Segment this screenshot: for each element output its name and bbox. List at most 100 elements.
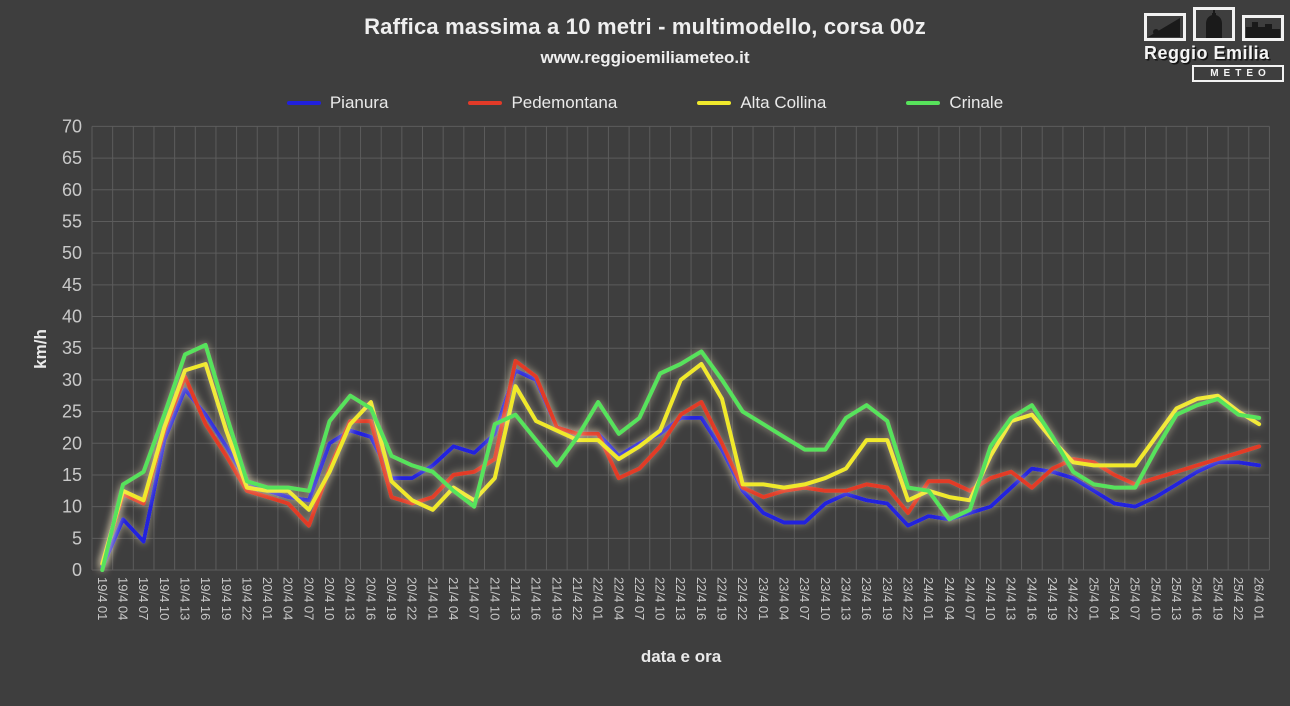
y-tick-label: 5: [72, 528, 82, 548]
x-tick-label: 26/4 01: [1252, 577, 1267, 620]
logo-name: Reggio Emilia: [1144, 43, 1270, 63]
chart-title: Raffica massima a 10 metri - multimodell…: [364, 14, 926, 39]
y-tick-label: 15: [62, 465, 82, 485]
x-tick-label: 20/4 19: [384, 577, 399, 620]
x-tick-label: 23/4 07: [797, 577, 812, 620]
logo-meteo-label: METEO: [1192, 65, 1284, 82]
x-tick-label: 22/4 22: [735, 577, 750, 620]
x-tick-label: 20/4 01: [260, 577, 275, 620]
x-tick-label: 22/4 01: [591, 577, 606, 620]
x-tick-label: 20/4 16: [363, 577, 378, 620]
x-axis-title: data e ora: [641, 647, 722, 666]
series-line-alta-collina: [100, 362, 1262, 566]
x-tick-label: 20/4 07: [301, 577, 316, 620]
x-tick-label: 22/4 07: [632, 577, 647, 620]
x-tick-label: 22/4 13: [673, 577, 688, 620]
x-tick-label: 21/4 04: [446, 577, 461, 620]
x-tick-label: 21/4 16: [529, 577, 544, 620]
x-tick-label: 19/4 13: [177, 577, 192, 620]
chart-subtitle: www.reggioemiliameteo.it: [540, 48, 750, 67]
gridlines: [91, 125, 1270, 571]
legend-swatch: [468, 100, 503, 106]
series-line-pianura: [100, 368, 1262, 569]
castle-icon: [1242, 15, 1284, 41]
y-tick-label: 25: [62, 402, 82, 422]
legend-swatch: [286, 100, 321, 106]
y-axis-tick-labels: 0 5 10 15 20 25 30 35 40 45 50 55 60 65 70: [62, 116, 82, 580]
y-tick-label: 10: [62, 497, 82, 517]
x-tick-label: 22/4 16: [694, 577, 709, 620]
x-tick-label: 19/4 22: [239, 577, 254, 620]
x-tick-label: 22/4 04: [611, 577, 626, 620]
series-lines: [100, 343, 1262, 572]
logo-skyline: [1144, 5, 1284, 41]
x-tick-label: 23/4 04: [777, 577, 792, 620]
x-tick-label: 24/4 07: [962, 577, 977, 620]
x-tick-label: 20/4 04: [281, 577, 296, 620]
y-tick-label: 40: [62, 307, 82, 327]
legend-item-crinale: Crinale: [906, 93, 1003, 113]
y-tick-label: 20: [62, 433, 82, 453]
x-tick-label: 20/4 13: [343, 577, 358, 620]
x-tick-label: 25/4 22: [1231, 577, 1246, 620]
dome-icon: [1193, 7, 1235, 41]
x-tick-label: 25/4 07: [1128, 577, 1143, 620]
x-tick-label: 20/4 10: [322, 577, 337, 620]
y-tick-label: 65: [62, 148, 82, 168]
x-tick-label: 20/4 22: [405, 577, 420, 620]
x-tick-label: 21/4 13: [508, 577, 523, 620]
x-tick-label: 19/4 07: [136, 577, 151, 620]
x-tick-label: 22/4 19: [715, 577, 730, 620]
y-tick-label: 45: [62, 275, 82, 295]
bridge-icon: [1144, 13, 1186, 41]
x-tick-label: 24/4 04: [942, 577, 957, 620]
x-tick-label: 25/4 01: [1086, 577, 1101, 620]
y-tick-label: 70: [62, 116, 82, 136]
legend-label: Pedemontana: [511, 93, 618, 112]
x-tick-label: 24/4 10: [983, 577, 998, 620]
legend-label: Alta Collina: [740, 93, 827, 112]
x-tick-label: 19/4 01: [95, 577, 110, 620]
y-tick-label: 35: [62, 338, 82, 358]
x-tick-label: 25/4 04: [1107, 577, 1122, 620]
y-tick-label: 60: [62, 180, 82, 200]
x-tick-label: 22/4 10: [653, 577, 668, 620]
x-tick-label: 25/4 19: [1210, 577, 1225, 620]
x-tick-label: 25/4 10: [1148, 577, 1163, 620]
x-tick-label: 21/4 07: [467, 577, 482, 620]
series-line-crinale: [100, 343, 1262, 572]
y-tick-label: 55: [62, 211, 82, 231]
legend-swatch: [697, 100, 732, 106]
x-tick-label: 19/4 16: [198, 577, 213, 620]
x-tick-label: 24/4 01: [921, 577, 936, 620]
x-tick-label: 25/4 13: [1169, 577, 1184, 620]
x-tick-label: 24/4 19: [1045, 577, 1060, 620]
legend-item-pianura: Pianura: [286, 93, 388, 113]
x-tick-label: 24/4 16: [1024, 577, 1039, 620]
x-tick-label: 25/4 16: [1190, 577, 1205, 620]
logo: Reggio Emilia METEO: [1144, 5, 1284, 82]
y-tick-label: 50: [62, 243, 82, 263]
x-tick-label: 23/4 01: [756, 577, 771, 620]
legend-item-pedemontana: Pedemontana: [468, 93, 617, 113]
x-tick-label: 24/4 22: [1066, 577, 1081, 620]
y-tick-label: 0: [72, 560, 82, 580]
y-tick-label: 30: [62, 370, 82, 390]
legend-item-alta-collina: Alta Collina: [697, 93, 826, 113]
x-axis-tick-labels: 19/4 01 19/4 04 19/4 07 19/4 10 19/4 13 19/4 …: [95, 577, 1267, 620]
x-tick-label: 23/4 19: [880, 577, 895, 620]
x-tick-label: 19/4 19: [219, 577, 234, 620]
x-tick-label: 21/4 01: [425, 577, 440, 620]
x-tick-label: 21/4 10: [487, 577, 502, 620]
y-axis-title: km/h: [31, 329, 50, 369]
x-tick-label: 24/4 13: [1004, 577, 1019, 620]
x-tick-label: 23/4 22: [900, 577, 915, 620]
x-tick-label: 21/4 19: [549, 577, 564, 620]
legend-label: Crinale: [949, 93, 1004, 112]
legend: Pianura Pedemontana Alta Collina Crinale: [0, 93, 1290, 113]
x-tick-label: 23/4 10: [818, 577, 833, 620]
x-tick-label: 23/4 13: [838, 577, 853, 620]
legend-swatch: [906, 100, 941, 106]
